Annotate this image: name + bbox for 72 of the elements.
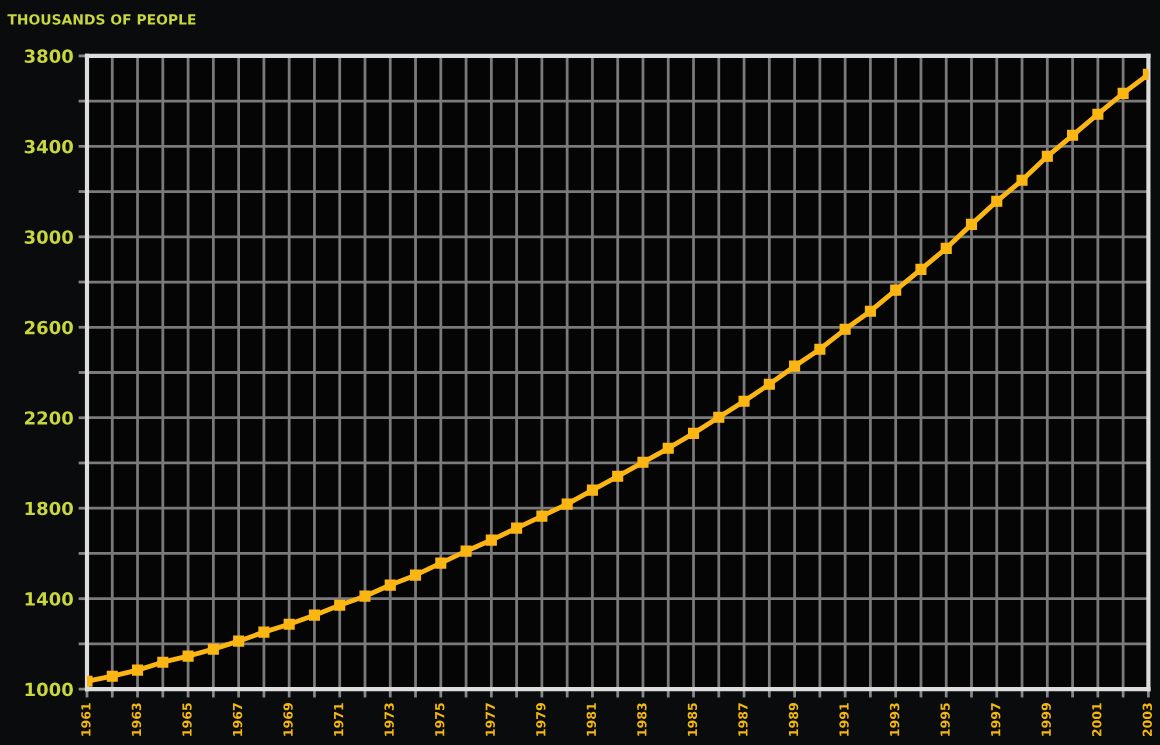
point (687, 427, 700, 439)
x-tick-label: 1999 (1041, 703, 1051, 736)
point (334, 599, 346, 611)
y-tick-label: 3000 (24, 230, 73, 244)
point (839, 323, 851, 335)
point (789, 360, 801, 372)
point (890, 284, 902, 296)
point (131, 664, 144, 676)
point (965, 218, 978, 230)
point (586, 484, 598, 496)
x-tick-label: 2003 (1142, 703, 1153, 737)
x-tick-label: 1987 (738, 703, 748, 736)
point (612, 470, 624, 482)
point (233, 635, 245, 647)
point (435, 557, 447, 569)
y-tick-label: 1000 (25, 682, 73, 697)
point (258, 626, 270, 638)
x-tick-label: 2001 (1092, 703, 1102, 737)
point (662, 442, 674, 454)
point (991, 195, 1003, 207)
x-tick-label: 1975 (434, 703, 445, 736)
point (207, 643, 219, 655)
y-tick-label: 2200 (24, 411, 73, 425)
point (308, 609, 320, 621)
x-tick-label: 1979 (536, 703, 546, 736)
x-tick-label: 1967 (232, 703, 243, 736)
x-tick-label: 1997 (990, 703, 1001, 736)
y-tick-label: 1800 (25, 501, 73, 516)
x-tick-label: 1981 (586, 703, 597, 736)
point (511, 522, 523, 534)
point (864, 305, 876, 317)
point (460, 545, 472, 557)
x-tick-label: 1961 (81, 703, 91, 736)
x-tick-label: 1989 (788, 703, 799, 736)
x-tick-label: 1973 (384, 703, 394, 736)
y-tick-label: 1400 (25, 592, 73, 606)
x-tick-label: 1977 (485, 703, 495, 736)
x-tick-label: 1971 (333, 703, 344, 736)
point (359, 590, 371, 602)
point (637, 456, 649, 468)
y-tick-label: 3400 (24, 139, 73, 154)
point (763, 378, 775, 390)
point (1016, 174, 1028, 186)
x-tick-label: 1985 (687, 703, 698, 736)
point (738, 395, 750, 407)
y-axis-title: THOUSANDS OF PEOPLE (7, 14, 196, 25)
point (713, 411, 725, 423)
point (1092, 108, 1104, 120)
point (940, 242, 952, 254)
point (561, 498, 573, 510)
point (915, 263, 927, 275)
point (409, 569, 422, 581)
x-tick-label: 1995 (940, 703, 950, 736)
point (1067, 129, 1079, 141)
point (1041, 150, 1053, 162)
point (485, 534, 497, 546)
x-tick-label: 1983 (637, 703, 647, 736)
x-tick-label: 1993 (889, 703, 900, 736)
point (283, 618, 295, 630)
point (1117, 87, 1129, 99)
y-tick-label: 2600 (24, 320, 73, 335)
x-tick-label: 1963 (131, 703, 142, 736)
x-tick-label: 1965 (182, 703, 192, 736)
point (182, 650, 194, 662)
y-tick-label: 3800 (24, 49, 73, 63)
x-tick-label: 1969 (283, 703, 293, 736)
point (536, 510, 548, 522)
point (157, 656, 169, 668)
point (106, 670, 118, 682)
point (814, 343, 826, 355)
point (384, 579, 396, 591)
x-tick-label: 1991 (839, 703, 849, 736)
